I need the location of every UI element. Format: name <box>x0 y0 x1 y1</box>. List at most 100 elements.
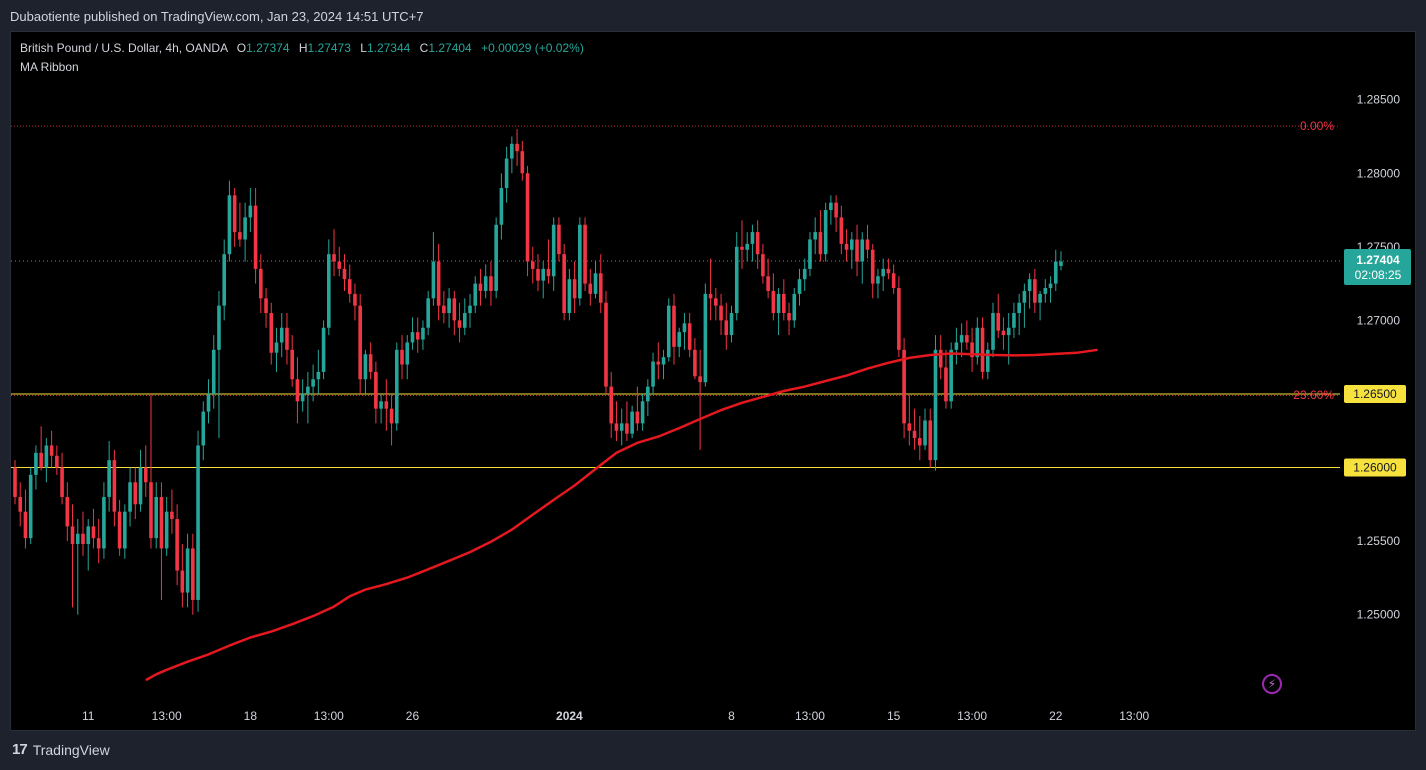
indicator-name[interactable]: MA Ribbon <box>20 60 79 74</box>
candle-body <box>578 224 582 299</box>
candle-body <box>170 511 174 520</box>
candle-body <box>541 268 546 281</box>
candle-body <box>384 401 389 409</box>
candle-body <box>1059 261 1063 266</box>
candle-body <box>327 254 331 328</box>
candle-body <box>290 349 294 380</box>
candle-body <box>698 376 702 383</box>
candle-body <box>755 232 760 255</box>
candle-body <box>164 511 169 549</box>
x-tick-label: 13:00 <box>957 709 987 723</box>
candle-body <box>133 482 138 505</box>
candle-body <box>468 305 472 314</box>
candle-body <box>693 349 697 377</box>
candle-body <box>682 323 687 333</box>
candle-body <box>598 273 603 303</box>
candle-body <box>279 327 284 343</box>
candle-body <box>970 342 974 358</box>
x-tick-label: 11 <box>82 709 95 723</box>
candle-body <box>865 239 870 250</box>
candle-body <box>394 349 399 424</box>
candle-body <box>949 349 953 402</box>
candle-body <box>975 327 980 358</box>
candle-body <box>766 276 770 291</box>
candle-body <box>536 268 540 281</box>
candle-body <box>520 151 525 174</box>
candle-body <box>619 423 624 431</box>
candles <box>13 129 1063 615</box>
candle-body <box>426 298 430 328</box>
candle-body <box>55 455 59 468</box>
candle-body <box>138 467 143 505</box>
candle-body <box>462 313 467 328</box>
candle-body <box>1033 279 1037 303</box>
high-value: 1.27473 <box>307 41 351 55</box>
candle-body <box>724 320 729 336</box>
candle-body <box>405 342 410 365</box>
candle-body <box>750 232 755 244</box>
candle-body <box>389 408 394 424</box>
candle-body <box>604 302 608 387</box>
candle-body <box>499 187 504 225</box>
candle-body <box>714 298 718 306</box>
candle-body <box>782 293 786 314</box>
candle-body <box>238 232 242 240</box>
candle-body <box>703 293 708 383</box>
candle-body <box>907 423 912 431</box>
candle-body <box>196 445 200 600</box>
candle-body <box>410 332 415 343</box>
candle-body <box>13 467 17 497</box>
symbol-title[interactable]: British Pound / U.S. Dollar, 4h, OANDA <box>20 41 228 55</box>
candle-body <box>300 393 305 402</box>
x-tick-label: 8 <box>728 709 735 723</box>
candle-body <box>630 411 634 434</box>
candle-body <box>274 342 279 353</box>
candle-body <box>75 533 80 545</box>
legend-ohlc-row: British Pound / U.S. Dollar, 4h, OANDA O… <box>20 39 584 58</box>
price-label-box <box>1344 458 1406 477</box>
candle-body <box>938 349 943 368</box>
candle-body <box>510 143 514 159</box>
candle-body <box>813 232 817 240</box>
candle-body <box>797 279 802 294</box>
candle-body <box>143 467 148 483</box>
candle-body <box>39 452 43 468</box>
candle-body <box>672 305 676 347</box>
y-tick-label: 1.25000 <box>1357 608 1401 622</box>
price-label-text: 1.26000 <box>1353 461 1397 475</box>
last-price-box <box>1344 248 1411 285</box>
candle-body <box>442 305 446 314</box>
open-label: O <box>236 41 247 55</box>
lightning-icon[interactable]: ⚡ <box>1262 674 1282 694</box>
candle-body <box>729 313 734 336</box>
candle-body <box>661 357 666 365</box>
candle-body <box>567 279 572 314</box>
candle-body <box>557 224 561 255</box>
change-value: +0.00029 (+0.02%) <box>481 41 584 55</box>
candle-body <box>928 420 933 461</box>
candle-body <box>478 283 483 291</box>
chart-pane[interactable] <box>10 31 1416 731</box>
candle-body <box>980 327 985 372</box>
candle-body <box>625 423 629 434</box>
candle-body <box>792 293 797 321</box>
candle-body <box>306 386 310 394</box>
candle-body <box>222 254 226 306</box>
candle-body <box>400 349 404 365</box>
candle-body <box>253 205 258 269</box>
footer-brand[interactable]: 17 TradingView <box>12 741 110 758</box>
candle-body <box>489 276 493 291</box>
x-tick-label: 2024 <box>556 709 583 723</box>
x-tick-label: 13:00 <box>152 709 182 723</box>
candle-body <box>70 526 75 545</box>
x-tick-label: 13:00 <box>314 709 344 723</box>
candle-body <box>436 261 441 306</box>
candle-body <box>201 411 206 446</box>
candle-body <box>91 526 96 539</box>
candle-body <box>965 335 969 343</box>
candle-body <box>28 474 33 539</box>
candle-body <box>1001 330 1006 336</box>
candle-body <box>65 496 70 527</box>
candle-body <box>1053 261 1058 284</box>
